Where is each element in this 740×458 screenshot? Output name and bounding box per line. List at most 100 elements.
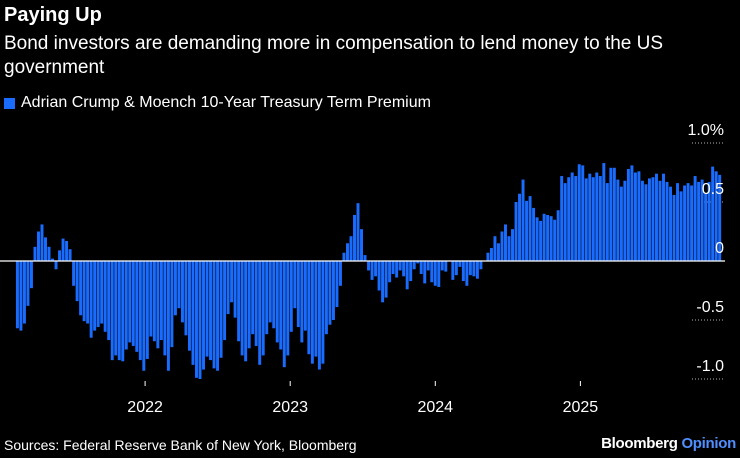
y-tick-label: 1.0% (688, 122, 724, 139)
axes: 1.0% 0.5 0 -0.5 -1.0 2022 2023 2024 2025 (127, 122, 724, 416)
bar (173, 261, 177, 316)
bar (15, 261, 19, 329)
bar (121, 261, 125, 362)
bar (535, 217, 539, 261)
bar (180, 261, 184, 323)
bar (258, 261, 262, 365)
bar (89, 261, 93, 338)
bar (96, 261, 100, 328)
bar (265, 261, 269, 335)
bar (335, 261, 339, 308)
bar (640, 180, 644, 261)
bar (286, 261, 290, 356)
bar (58, 250, 62, 261)
bar (156, 261, 160, 349)
bar (353, 214, 356, 261)
bar (644, 184, 648, 261)
x-tick-label: 2025 (563, 399, 599, 416)
bar (479, 261, 483, 270)
y-tick-label: 0.5 (702, 181, 724, 198)
bar (247, 261, 251, 349)
bar (37, 231, 40, 261)
bar (293, 261, 297, 309)
bar (170, 261, 174, 348)
y-tick-label: -0.5 (696, 299, 724, 316)
bar (665, 181, 669, 261)
bar (321, 261, 325, 364)
bar (107, 261, 111, 341)
bar (475, 261, 479, 279)
bar (149, 261, 153, 337)
bar (584, 178, 588, 261)
bar (683, 185, 687, 261)
bar (191, 261, 195, 365)
bar (177, 261, 181, 309)
bar (511, 229, 514, 261)
bar (300, 261, 304, 343)
bar (465, 261, 469, 286)
y-tick-label: 0 (715, 240, 724, 257)
bar (669, 186, 672, 261)
bar (272, 261, 276, 329)
bar (591, 177, 595, 261)
x-tick-label: 2024 (417, 399, 453, 416)
bar (202, 261, 205, 370)
bar (237, 261, 241, 342)
bar (142, 261, 146, 371)
bar (128, 261, 132, 343)
bar (693, 176, 697, 261)
bar (542, 213, 546, 261)
bar (690, 185, 694, 261)
bar (328, 261, 332, 325)
legend: Adrian Crump & Moench 10-Year Treasury T… (4, 94, 431, 112)
bar (507, 236, 511, 261)
bar (331, 261, 335, 320)
bar (718, 174, 722, 261)
bar (374, 261, 378, 277)
bar (240, 261, 244, 356)
bar (398, 261, 402, 271)
bar (430, 261, 434, 283)
bar (525, 200, 529, 261)
bar (317, 261, 321, 370)
bar (349, 236, 353, 261)
bar (367, 261, 371, 271)
bar (209, 261, 213, 361)
chart-subtitle: Bond investors are demanding more in com… (4, 33, 664, 78)
legend-label: Adrian Crump & Moench 10-Year Treasury T… (21, 94, 431, 111)
bar (426, 261, 430, 271)
bar (707, 181, 711, 261)
bar (549, 216, 553, 261)
bar (195, 261, 198, 378)
bar (254, 261, 258, 346)
bar (79, 261, 83, 316)
bar (124, 261, 128, 350)
bar (19, 261, 23, 331)
bar (563, 183, 567, 261)
bar (493, 236, 497, 261)
bar (662, 173, 665, 261)
bar (33, 246, 37, 261)
bar (546, 214, 550, 261)
bar (697, 181, 701, 261)
legend-swatch (4, 97, 15, 109)
bar (588, 173, 592, 261)
bar (658, 180, 662, 261)
bar (388, 261, 392, 283)
bar (714, 171, 718, 261)
bar (110, 261, 114, 361)
bar (363, 255, 367, 261)
bar (282, 261, 286, 368)
bar (29, 261, 33, 289)
bar (44, 237, 47, 261)
brand-name: Bloomberg (601, 435, 678, 452)
bar (135, 261, 139, 352)
bar (553, 219, 557, 261)
bar (598, 176, 602, 261)
bar (532, 207, 536, 261)
bar (440, 261, 444, 271)
bar (163, 261, 167, 356)
bar (205, 261, 209, 357)
bar (616, 179, 620, 261)
bar (423, 261, 427, 284)
